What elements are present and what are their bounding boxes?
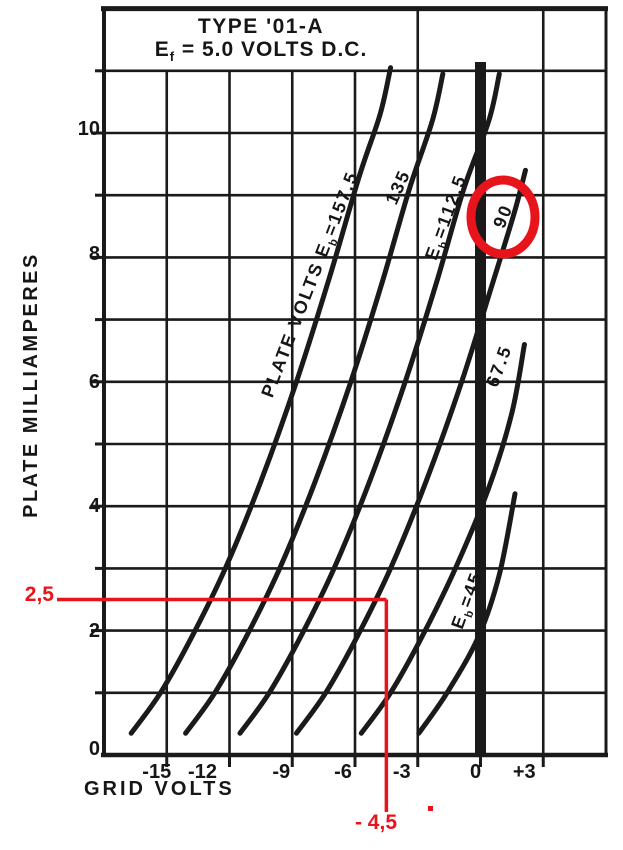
subtitle-value: = 5.0 VOLTS D.C. <box>175 38 368 61</box>
y-tick-label-6: 6 <box>88 370 100 393</box>
x-axis-title: GRID VOLTS <box>84 778 235 800</box>
operating-point-current-label: 2,5 <box>24 583 54 606</box>
x-tick-label-0: 0 <box>469 761 482 783</box>
y-tick-label-2: 2 <box>88 619 100 642</box>
subtitle-subscript: f <box>169 49 176 65</box>
annotation-dot <box>428 806 433 811</box>
y-tick-label-4: 4 <box>88 495 100 518</box>
y-tick-label-10: 10 <box>77 118 100 140</box>
chart-subtitle: Ef = 5.0 VOLTS D.C. <box>110 39 412 63</box>
curve-157.5 <box>128 65 394 736</box>
operating-point-bias-label: - 4,5 <box>354 811 398 834</box>
curve-135 <box>183 71 446 736</box>
curve-90 <box>293 167 528 736</box>
curve-45 <box>416 491 518 736</box>
curve-67.5 <box>358 341 527 736</box>
x-tick-label--9: -9 <box>272 761 291 783</box>
y-tick-label-8: 8 <box>88 243 100 266</box>
y-tick-label-0: 0 <box>88 738 100 760</box>
x-tick-label--6: -6 <box>334 761 352 783</box>
annotation-circle <box>466 175 540 259</box>
curve-112.5 <box>237 71 502 736</box>
x-tick-label--12: -12 <box>188 761 217 783</box>
chart-title: TYPE '01-A <box>197 15 325 38</box>
subtitle-symbol: E <box>154 38 170 61</box>
x-tick-label--3: -3 <box>392 761 411 783</box>
x-tick-label-+3: +3 <box>512 761 536 783</box>
x-tick-label--15: -15 <box>142 761 172 783</box>
y-axis-title: PLATE MILLIAMPERES <box>20 252 42 518</box>
